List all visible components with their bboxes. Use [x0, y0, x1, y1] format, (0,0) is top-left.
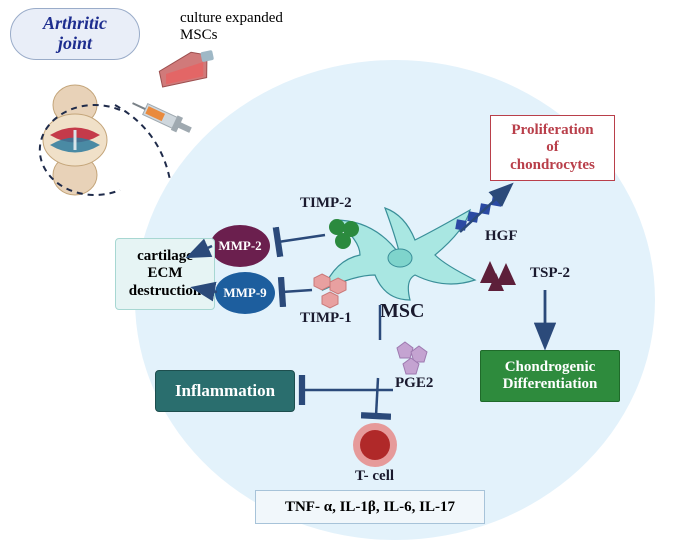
syringe-icon — [125, 98, 200, 138]
chondrogenic-box: Chondrogenic Differentiation — [480, 350, 620, 402]
tsp2-markers — [470, 255, 530, 295]
cartilage-box: cartilage ECM destruction — [115, 238, 215, 310]
tcell-label: T- cell — [355, 468, 394, 485]
mmp2-node: MMP-2 — [210, 225, 270, 267]
cytokine-box: TNF- α, IL-1β, IL-6, IL-17 — [255, 490, 485, 524]
hgf-label: HGF — [485, 228, 518, 245]
timp1-markers — [310, 270, 354, 310]
flask-icon — [150, 42, 220, 102]
tsp2-label: TSP-2 — [530, 265, 570, 282]
tcell-icon — [350, 420, 400, 470]
msc-label: MSC — [380, 300, 424, 323]
timp2-label: TIMP-2 — [300, 195, 352, 212]
pge2-label: PGE2 — [395, 375, 433, 392]
inflammation-box: Inflammation — [155, 370, 295, 412]
timp1-label: TIMP-1 — [300, 310, 352, 327]
culture-mscs-label: culture expanded MSCs — [180, 10, 283, 45]
proliferation-box: Proliferation of chondrocytes — [490, 115, 615, 181]
mmp9-node: MMP-9 — [215, 272, 275, 314]
arthritic-joint-pill: Arthritic joint — [10, 8, 140, 60]
pge2-markers — [393, 340, 433, 376]
timp2-markers — [325, 215, 365, 255]
